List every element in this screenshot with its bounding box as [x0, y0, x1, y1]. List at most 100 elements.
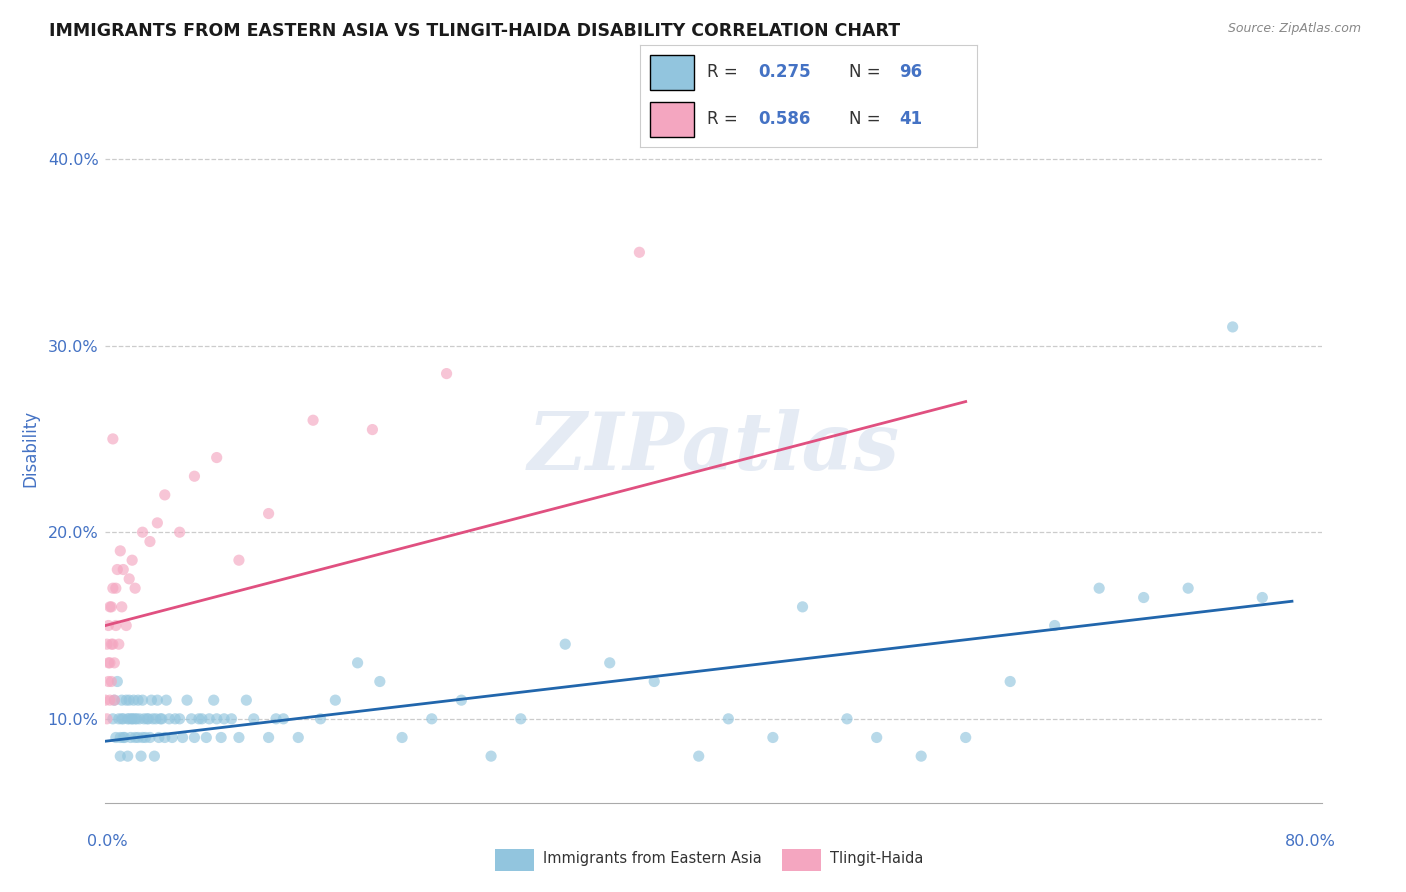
Point [139, 534, 162, 549]
Point [101, 712, 124, 726]
Point [205, 450, 228, 465]
Point [110, 544, 132, 558]
Point [121, 712, 143, 726]
Point [1088, 581, 1111, 595]
Point [117, 712, 139, 726]
Point [257, 507, 280, 521]
FancyBboxPatch shape [650, 55, 693, 90]
Text: IMMIGRANTS FROM EASTERN ASIA VS TLINGIT-HAIDA DISABILITY CORRELATION CHART: IMMIGRANTS FROM EASTERN ASIA VS TLINGIT-… [49, 22, 900, 40]
Point [110, 731, 132, 745]
Point [998, 674, 1021, 689]
Point [205, 712, 228, 726]
Point [183, 469, 205, 483]
Point [120, 731, 142, 745]
Point [955, 731, 977, 745]
Point [146, 516, 169, 530]
Point [325, 693, 347, 707]
Point [127, 731, 149, 745]
Point [101, 581, 124, 595]
Text: N =: N = [849, 111, 886, 128]
Point [835, 712, 858, 726]
Point [101, 637, 124, 651]
Point [169, 712, 191, 726]
Point [128, 712, 150, 726]
Point [111, 693, 134, 707]
Point [103, 693, 125, 707]
Point [121, 553, 143, 567]
Point [129, 749, 152, 764]
Text: R =: R = [707, 111, 744, 128]
Point [118, 572, 141, 586]
Point [124, 712, 146, 726]
Point [104, 581, 127, 595]
Point [176, 693, 198, 707]
Point [122, 693, 145, 707]
Point [112, 712, 135, 726]
Point [100, 599, 122, 614]
Point [228, 553, 250, 567]
Point [150, 712, 173, 726]
Point [94, 693, 117, 707]
Point [1222, 320, 1244, 334]
Point [1132, 591, 1154, 605]
Point [127, 693, 149, 707]
Point [554, 637, 576, 651]
Point [143, 749, 166, 764]
Point [111, 599, 134, 614]
Point [121, 712, 143, 726]
Point [228, 731, 250, 745]
Point [866, 731, 889, 745]
FancyBboxPatch shape [650, 102, 693, 137]
Point [100, 674, 122, 689]
Text: 96: 96 [900, 63, 922, 81]
Text: 80.0%: 80.0% [1285, 834, 1336, 848]
Point [346, 656, 368, 670]
Point [111, 712, 134, 726]
Point [132, 712, 155, 726]
Point [157, 712, 180, 726]
Point [141, 693, 163, 707]
Point [100, 637, 122, 651]
Point [221, 712, 243, 726]
Point [910, 749, 932, 764]
Point [131, 693, 153, 707]
Point [125, 712, 148, 726]
Point [115, 693, 138, 707]
Point [103, 693, 125, 707]
Text: 41: 41 [900, 111, 922, 128]
Point [134, 731, 156, 745]
Point [103, 656, 125, 670]
Point [1177, 581, 1199, 595]
Point [436, 367, 458, 381]
Point [209, 731, 232, 745]
Text: 0.0%: 0.0% [87, 834, 127, 848]
Point [131, 525, 153, 540]
Point [112, 562, 135, 576]
Point [180, 712, 202, 726]
Point [599, 656, 621, 670]
Point [302, 413, 325, 427]
Point [688, 749, 710, 764]
Point [139, 731, 162, 745]
Point [153, 731, 176, 745]
Text: 0.586: 0.586 [758, 111, 810, 128]
Point [160, 731, 183, 745]
Point [97, 674, 120, 689]
Point [114, 731, 136, 745]
Y-axis label: Disability: Disability [21, 409, 39, 487]
Point [124, 581, 146, 595]
Point [112, 731, 135, 745]
Point [212, 712, 235, 726]
Point [1043, 618, 1066, 632]
Point [107, 637, 129, 651]
Point [104, 731, 127, 745]
Point [98, 656, 121, 670]
Point [450, 693, 472, 707]
Point [97, 618, 120, 632]
Point [309, 712, 332, 726]
Point [104, 618, 127, 632]
Point [118, 712, 141, 726]
Point [155, 693, 177, 707]
Point [242, 712, 264, 726]
Point [146, 693, 169, 707]
